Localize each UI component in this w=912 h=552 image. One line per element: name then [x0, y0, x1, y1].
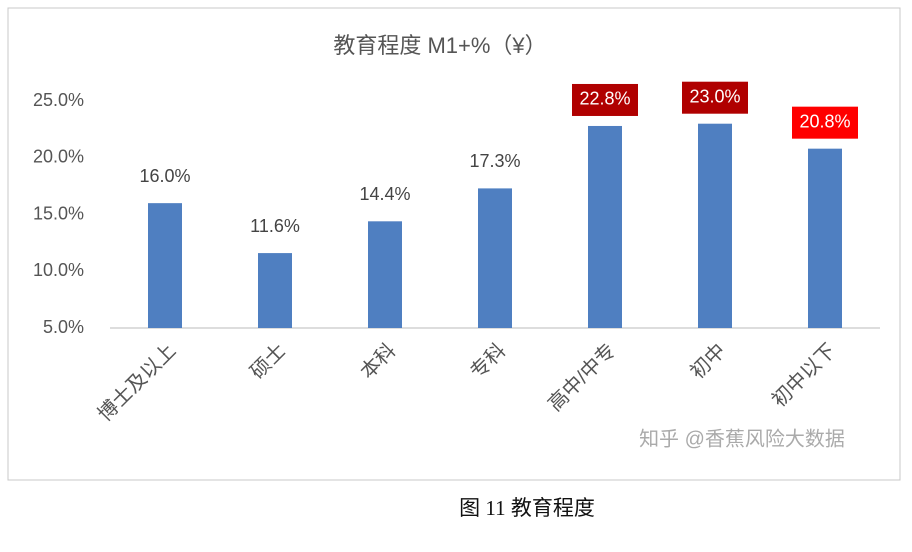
y-tick-label: 10.0% — [33, 260, 84, 280]
y-tick-label: 15.0% — [33, 203, 84, 223]
label-box — [792, 106, 858, 139]
data-label: 23.0% — [689, 86, 740, 106]
data-label: 16.0% — [139, 166, 190, 186]
chart-frame — [7, 7, 901, 481]
label-box — [682, 81, 748, 114]
bar — [368, 221, 402, 328]
y-tick-label: 5.0% — [43, 317, 84, 337]
data-label: 22.8% — [579, 89, 630, 109]
bar — [808, 148, 842, 328]
chart-title: 教育程度 M1+%（¥） — [333, 33, 546, 58]
bar — [588, 125, 622, 328]
watermark: 知乎 @香蕉风险大数据 — [639, 427, 845, 450]
label-box — [572, 83, 638, 116]
bar — [698, 123, 732, 328]
data-label: 20.8% — [799, 111, 850, 131]
bar — [258, 253, 292, 328]
bar — [478, 188, 512, 328]
bar — [148, 203, 182, 328]
caption: 图 11 教育程度 — [459, 496, 595, 520]
data-label: 17.3% — [469, 151, 520, 171]
data-label: 11.6% — [250, 216, 300, 236]
y-tick-label: 25.0% — [33, 90, 84, 110]
data-label: 14.4% — [359, 184, 410, 204]
y-tick-label: 20.0% — [33, 147, 84, 167]
